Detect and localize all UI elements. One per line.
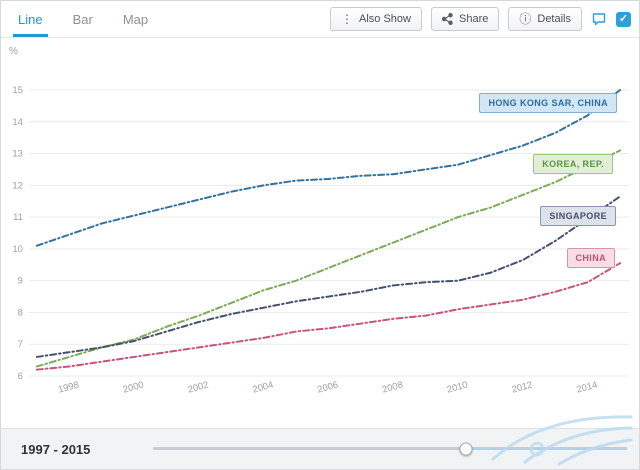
series-label-korea-rep: KOREA, REP. — [533, 154, 613, 174]
series-label-singapore: SINGAPORE — [540, 206, 616, 226]
tab-line[interactable]: Line — [3, 1, 58, 37]
chart-area: 6 7 8 9 10 11 12 13 14 15% 1998 2000 2002 2004 2006 200… — [1, 38, 639, 428]
svg-text:8: 8 — [18, 307, 23, 318]
svg-text:14: 14 — [12, 117, 23, 128]
chart-type-toolbar: Line Bar Map ⋮ Also Show Share — [1, 1, 639, 38]
series-label-hong-kong-sar-china: HONG KONG SAR, CHINA — [479, 93, 617, 113]
year-range-label: 1997 - 2015 — [21, 441, 91, 457]
comment-icon[interactable] — [591, 11, 607, 27]
share-button[interactable]: Share — [431, 7, 500, 31]
svg-text:%: % — [9, 46, 18, 57]
svg-text:9: 9 — [18, 276, 23, 287]
line-chart-canvas[interactable]: 6 7 8 9 10 11 12 13 14 15% 1998 2000 2002 2004 2006 200… — [1, 38, 639, 428]
time-slider-bar: 1997 - 2015 — [1, 428, 639, 469]
svg-text:11: 11 — [13, 212, 23, 223]
svg-text:2000: 2000 — [122, 380, 145, 396]
slider-handle[interactable] — [459, 442, 473, 455]
svg-text:2004: 2004 — [251, 380, 274, 396]
slider-selected-range — [465, 447, 627, 450]
svg-text:2014: 2014 — [575, 380, 598, 396]
svg-text:2008: 2008 — [381, 380, 404, 396]
svg-text:2012: 2012 — [511, 380, 534, 396]
slider-track[interactable] — [153, 442, 627, 455]
details-button[interactable]: ⓘ Details — [508, 7, 582, 31]
svg-text:2006: 2006 — [316, 380, 339, 396]
svg-text:1998: 1998 — [57, 380, 80, 396]
svg-text:6: 6 — [18, 371, 23, 382]
tab-map[interactable]: Map — [122, 11, 149, 27]
toolbar-actions: ⋮ Also Show Share ⓘ Details — [330, 1, 631, 37]
also-show-button[interactable]: ⋮ Also Show — [330, 7, 422, 31]
svg-text:12: 12 — [12, 180, 23, 191]
svg-text:13: 13 — [12, 149, 23, 160]
share-label: Share — [459, 12, 489, 25]
share-icon — [442, 13, 453, 25]
svg-text:2002: 2002 — [187, 380, 210, 396]
also-show-label: Also Show — [359, 12, 411, 25]
svg-text:7: 7 — [18, 339, 23, 350]
details-label: Details — [537, 12, 571, 25]
checked-checkbox[interactable]: ✓ — [616, 11, 631, 27]
ellipsis-icon: ⋮ — [341, 12, 354, 26]
svg-text:2010: 2010 — [446, 380, 469, 396]
svg-text:15: 15 — [12, 85, 23, 96]
series-label-china: CHINA — [566, 248, 615, 268]
tab-bar[interactable]: Bar — [72, 11, 93, 27]
svg-text:10: 10 — [12, 244, 23, 255]
info-icon: ⓘ — [519, 12, 532, 26]
